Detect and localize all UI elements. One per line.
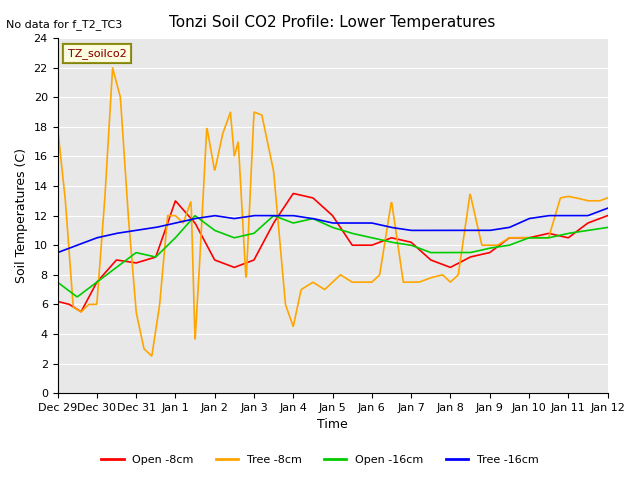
Legend: Open -8cm, Tree -8cm, Open -16cm, Tree -16cm: Open -8cm, Tree -8cm, Open -16cm, Tree -…: [97, 451, 543, 469]
Open -16cm: [54, 279, 61, 285]
X-axis label: Time: Time: [317, 419, 348, 432]
Open -8cm: [604, 213, 611, 218]
Tree -16cm: [110, 231, 118, 237]
Tree -16cm: [604, 205, 611, 211]
Line: Open -8cm: Open -8cm: [58, 193, 607, 312]
Tree -16cm: [296, 214, 303, 219]
Open -8cm: [77, 309, 85, 314]
Open -16cm: [604, 225, 611, 230]
Tree -8cm: [109, 65, 116, 71]
Open -8cm: [493, 244, 501, 250]
Line: Open -16cm: Open -16cm: [58, 216, 607, 297]
Tree -8cm: [110, 71, 118, 77]
Open -8cm: [276, 210, 284, 216]
Open -8cm: [54, 299, 61, 304]
Open -16cm: [433, 250, 440, 255]
Text: No data for f_T2_TC3: No data for f_T2_TC3: [6, 19, 123, 30]
Open -16cm: [191, 213, 199, 218]
Tree -8cm: [493, 242, 501, 248]
Legend: TZ_soilco2: TZ_soilco2: [63, 44, 131, 63]
Tree -8cm: [54, 124, 61, 130]
Line: Tree -16cm: Tree -16cm: [58, 208, 607, 252]
Tree -8cm: [277, 252, 285, 258]
Tree -16cm: [54, 250, 61, 255]
Open -16cm: [110, 266, 118, 272]
Open -16cm: [484, 246, 492, 252]
Tree -8cm: [604, 195, 611, 201]
Tree -8cm: [148, 353, 156, 359]
Tree -8cm: [484, 242, 492, 248]
Tree -16cm: [431, 228, 439, 233]
Y-axis label: Soil Temperatures (C): Soil Temperatures (C): [15, 148, 28, 283]
Open -8cm: [297, 192, 305, 198]
Title: Tonzi Soil CO2 Profile: Lower Temperatures: Tonzi Soil CO2 Profile: Lower Temperatur…: [170, 15, 496, 30]
Open -8cm: [290, 191, 298, 196]
Line: Tree -8cm: Tree -8cm: [58, 68, 607, 356]
Open -8cm: [484, 250, 492, 256]
Open -16cm: [277, 216, 285, 221]
Tree -16cm: [483, 228, 490, 233]
Open -8cm: [110, 260, 118, 265]
Tree -16cm: [493, 227, 500, 232]
Open -16cm: [74, 294, 81, 300]
Tree -8cm: [433, 274, 440, 279]
Open -16cm: [493, 244, 501, 250]
Tree -16cm: [276, 213, 284, 218]
Tree -8cm: [297, 288, 305, 294]
Open -8cm: [433, 259, 440, 265]
Open -16cm: [297, 218, 305, 224]
